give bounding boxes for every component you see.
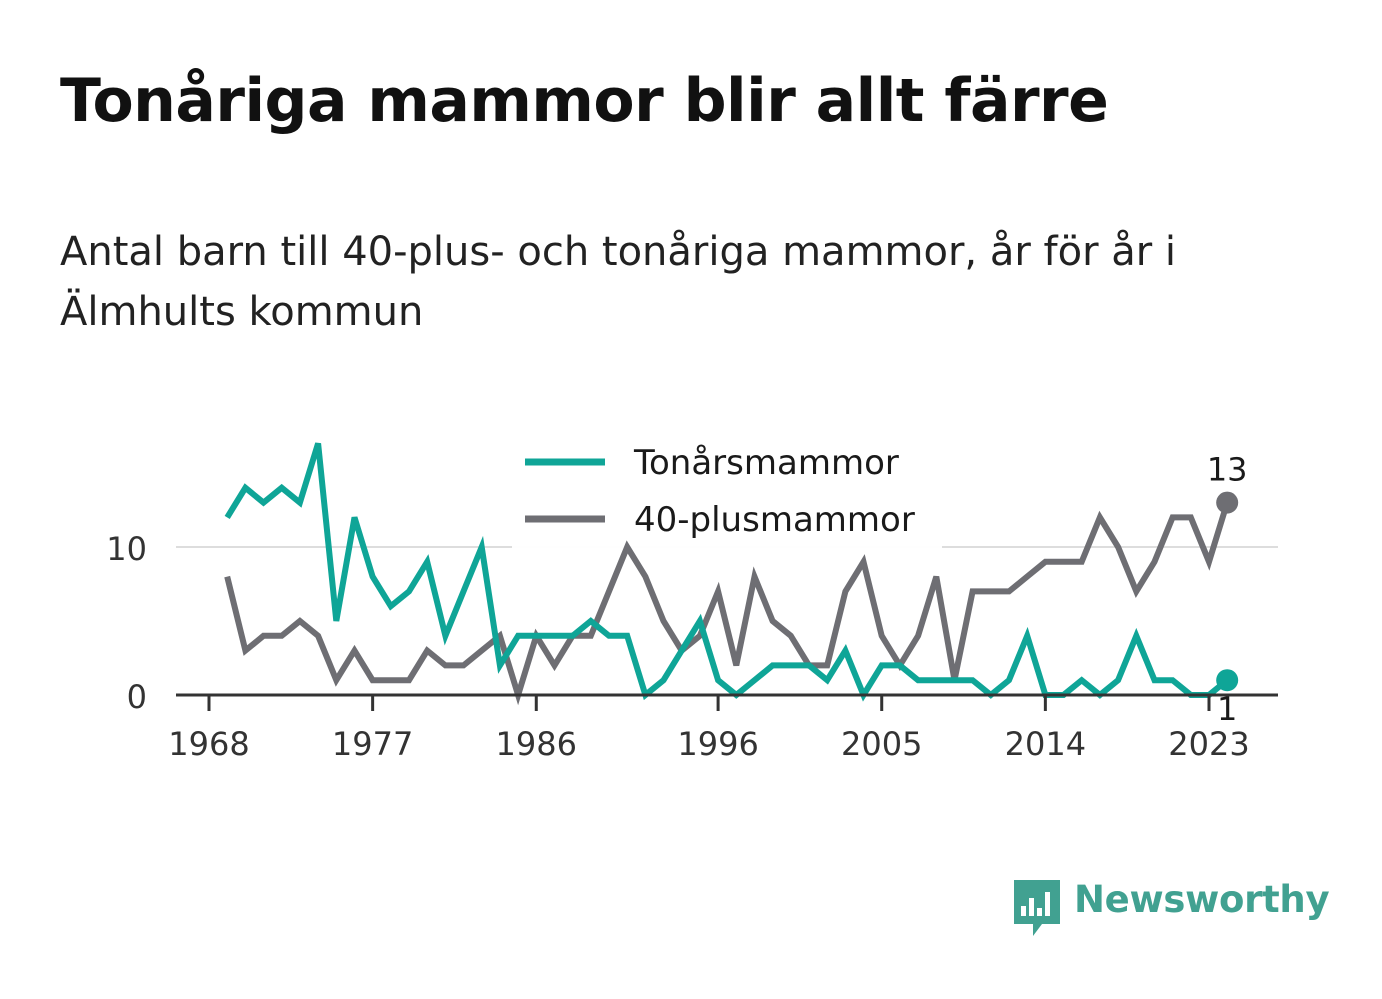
x-tick-label: 2014 — [1005, 725, 1086, 763]
end-value-label: 13 — [1207, 451, 1248, 489]
end-point-0 — [1216, 669, 1239, 692]
newsworthy-logo-icon — [1014, 880, 1060, 936]
y-tick-label: 10 — [106, 530, 147, 568]
end-markers: 1 13 — [1207, 451, 1248, 729]
end-point-1 — [1216, 491, 1239, 514]
x-tick-label: 2023 — [1168, 725, 1249, 763]
y-axis-labels: 0 10 — [106, 530, 147, 716]
legend-background — [512, 428, 942, 550]
x-tick-label: 1968 — [168, 725, 249, 763]
legend-label: Tonårsmammor — [633, 443, 899, 483]
legend-label: 40-plusmammor — [634, 500, 915, 540]
newsworthy-logo[interactable]: Newsworthy — [1012, 878, 1330, 938]
chart-title: Tonåriga mammor blir allt färre — [60, 66, 1109, 136]
x-axis: 1968 1977 1986 1996 2005 2014 2023 — [168, 693, 1278, 763]
legend: Tonårsmammor 40-plusmammor — [512, 428, 942, 550]
x-tick-label: 2005 — [841, 725, 922, 763]
logo-text: Newsworthy — [1074, 878, 1330, 921]
chart-subtitle: Antal barn till 40-plus- och tonåriga ma… — [60, 229, 1177, 335]
series-line-1 — [224, 501, 1231, 706]
end-value-label: 1 — [1217, 690, 1237, 728]
x-tick-label: 1977 — [332, 725, 413, 763]
x-tick-label: 1986 — [496, 725, 577, 763]
y-tick-label: 0 — [127, 678, 147, 716]
x-tick-label: 1996 — [677, 725, 758, 763]
